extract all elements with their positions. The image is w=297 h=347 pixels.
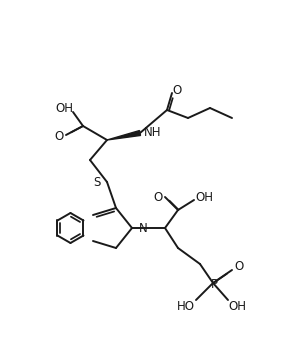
Text: OH: OH bbox=[195, 191, 213, 203]
Text: O: O bbox=[153, 191, 163, 203]
Text: O: O bbox=[234, 261, 244, 273]
Text: N: N bbox=[139, 222, 148, 236]
Text: OH: OH bbox=[228, 301, 246, 313]
Text: NH: NH bbox=[144, 126, 162, 138]
Text: S: S bbox=[94, 176, 101, 188]
Text: P: P bbox=[211, 279, 217, 291]
Text: O: O bbox=[54, 129, 64, 143]
Text: O: O bbox=[172, 84, 182, 96]
Text: HO: HO bbox=[177, 301, 195, 313]
Polygon shape bbox=[107, 130, 140, 140]
Text: OH: OH bbox=[55, 102, 73, 115]
